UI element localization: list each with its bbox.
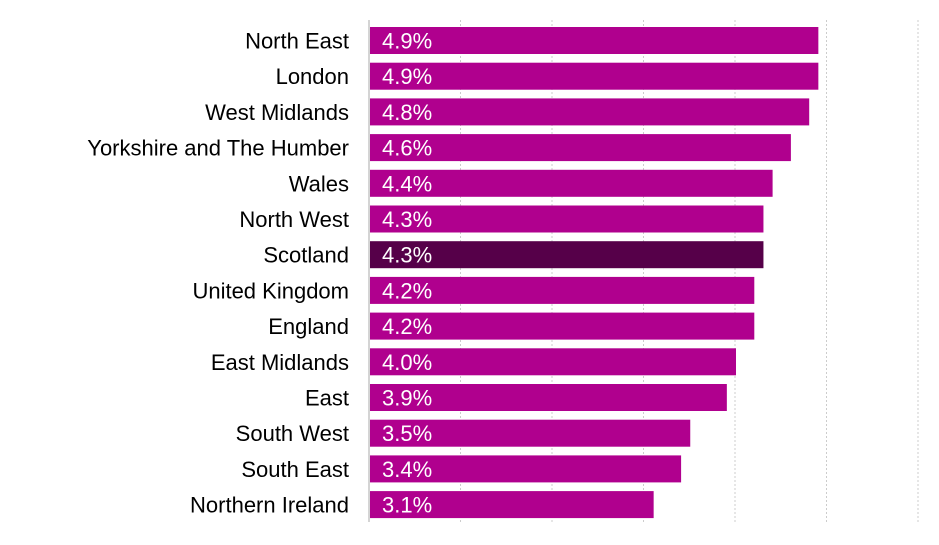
data-label: 4.0% (382, 350, 432, 375)
category-label: United Kingdom (192, 278, 349, 303)
bar (370, 62, 819, 90)
category-label: North East (245, 29, 349, 54)
data-label: 4.3% (382, 243, 432, 268)
data-label: 4.2% (382, 278, 432, 303)
category-label: East (305, 386, 349, 411)
bar (370, 205, 764, 233)
category-label: East Midlands (211, 350, 349, 375)
gridlines (368, 20, 919, 522)
data-label: 4.2% (382, 314, 432, 339)
bar (370, 169, 773, 197)
bar (370, 419, 691, 447)
bar (370, 98, 810, 126)
category-label: North West (239, 207, 349, 232)
data-label: 3.5% (382, 421, 432, 446)
bar (370, 455, 682, 483)
data-label: 4.6% (382, 136, 432, 161)
bar (370, 27, 819, 54)
data-label: 3.1% (382, 493, 432, 518)
data-label: 4.9% (382, 29, 432, 54)
data-labels: 4.9% 4.9% 4.8% 4.6% 4.4% 4.3% 4.3% 4.2% 4.2% 4.0%… (382, 29, 432, 518)
bar (370, 384, 727, 411)
data-label: 3.9% (382, 386, 432, 411)
category-label: Yorkshire and The Humber (87, 136, 349, 161)
bars (370, 27, 819, 519)
bar (370, 134, 791, 162)
category-labels: North East London West Midlands Yorkshire a… (87, 29, 349, 518)
data-label: 4.8% (382, 100, 432, 125)
category-label: Scotland (263, 243, 349, 268)
category-label: London (276, 64, 349, 89)
data-label: 4.3% (382, 207, 432, 232)
category-label: South West (236, 421, 349, 446)
category-label: South East (241, 457, 349, 482)
data-label: 4.4% (382, 171, 432, 196)
category-label: Wales (289, 171, 349, 196)
bar (370, 491, 654, 519)
bar (370, 348, 736, 376)
category-label: Northern Ireland (190, 493, 349, 518)
data-label: 4.9% (382, 64, 432, 89)
category-label: England (268, 314, 349, 339)
bar (370, 312, 755, 340)
bar (370, 241, 764, 269)
bar (370, 276, 755, 304)
data-label: 3.4% (382, 457, 432, 482)
category-label: West Midlands (205, 100, 349, 125)
